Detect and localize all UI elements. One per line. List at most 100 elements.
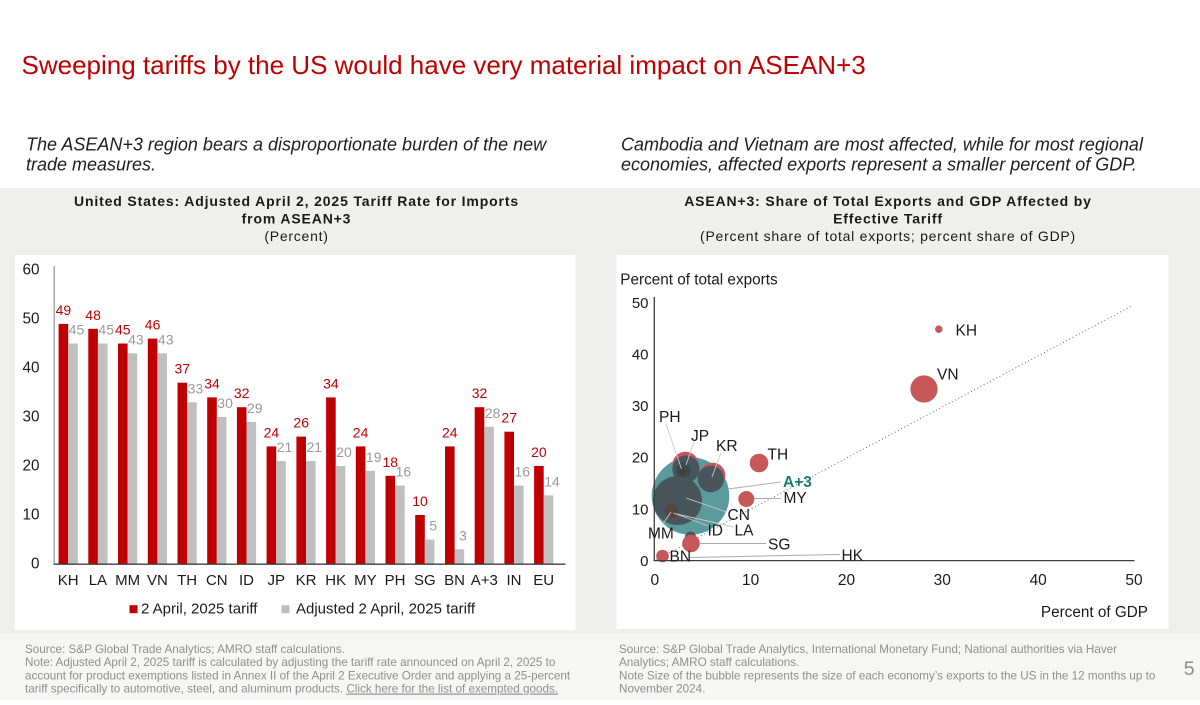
svg-text:from ASEAN+3: from ASEAN+3: [242, 211, 352, 227]
svg-text:(Percent): (Percent): [264, 228, 328, 244]
svg-text:3: 3: [459, 527, 467, 543]
svg-text:30: 30: [217, 395, 233, 411]
svg-text:IN: IN: [507, 572, 522, 589]
svg-text:50: 50: [1125, 572, 1143, 589]
svg-text:KR: KR: [716, 438, 738, 455]
svg-text:Effective Tariff: Effective Tariff: [833, 211, 943, 227]
svg-text:46: 46: [145, 317, 161, 333]
svg-text:10: 10: [632, 501, 649, 518]
svg-text:14: 14: [544, 473, 560, 489]
svg-text:40: 40: [632, 347, 649, 364]
svg-text:30: 30: [934, 572, 952, 589]
svg-text:24: 24: [264, 424, 280, 440]
svg-text:21: 21: [277, 439, 293, 455]
svg-text:45: 45: [98, 322, 114, 338]
svg-text:0: 0: [31, 556, 40, 573]
svg-text:TH: TH: [768, 447, 789, 464]
svg-text:Percent of total exports: Percent of total exports: [620, 272, 778, 289]
svg-text:Source: S&P Global Trade Analy: Source: S&P Global Trade Analytics; AMRO…: [25, 643, 345, 656]
svg-text:JP: JP: [267, 572, 285, 589]
svg-text:HK: HK: [325, 572, 346, 589]
svg-text:MM: MM: [648, 526, 674, 543]
svg-text:28: 28: [485, 405, 501, 421]
svg-text:43: 43: [128, 331, 144, 347]
svg-text:trade measures.: trade measures.: [26, 155, 156, 175]
svg-text:Percent of GDP: Percent of GDP: [1041, 604, 1148, 621]
svg-text:account for product exemptions: account for product exemptions listed in…: [25, 669, 571, 682]
svg-text:PH: PH: [659, 409, 681, 426]
svg-text:16: 16: [515, 464, 531, 480]
svg-text:10: 10: [22, 507, 39, 524]
svg-text:Note: Adjusted April 2, 2025 t: Note: Adjusted April 2, 2025 tariff is c…: [25, 656, 556, 669]
svg-text:20: 20: [531, 444, 547, 460]
svg-text:27: 27: [501, 410, 517, 426]
svg-text:50: 50: [22, 311, 39, 328]
svg-text:34: 34: [204, 375, 220, 391]
svg-text:Source: S&P Global Trade Analy: Source: S&P Global Trade Analytics, Inte…: [619, 643, 1117, 656]
svg-text:5: 5: [429, 518, 437, 534]
svg-text:Note Size of the bubble repres: Note Size of the bubble represents the s…: [619, 669, 1156, 682]
svg-text:29: 29: [247, 400, 263, 416]
svg-text:43: 43: [158, 331, 174, 347]
svg-text:16: 16: [396, 464, 412, 480]
svg-text:tariff specifically to automot: tariff specifically to automotive, steel…: [25, 683, 558, 696]
svg-text:LA: LA: [89, 572, 107, 589]
svg-text:10: 10: [412, 493, 428, 509]
svg-text:33: 33: [188, 380, 204, 396]
svg-text:SG: SG: [414, 572, 436, 589]
svg-text:BN: BN: [670, 549, 692, 566]
svg-text:19: 19: [366, 449, 382, 465]
svg-text:10: 10: [742, 572, 760, 589]
svg-text:2 April, 2025 tariff: 2 April, 2025 tariff: [141, 601, 258, 618]
svg-text:ID: ID: [708, 523, 724, 540]
svg-text:20: 20: [336, 444, 352, 460]
svg-text:Analytics; AMRO staff calculat: Analytics; AMRO staff calculations.: [619, 656, 799, 669]
svg-text:MM: MM: [115, 572, 140, 589]
svg-text:VN: VN: [147, 572, 168, 589]
svg-text:(Percent share of total export: (Percent share of total exports; percent…: [700, 228, 1076, 244]
svg-text:24: 24: [353, 424, 369, 440]
svg-text:20: 20: [632, 450, 649, 467]
svg-text:ID: ID: [239, 572, 254, 589]
svg-text:Adjusted 2 April, 2025 tariff: Adjusted 2 April, 2025 tariff: [296, 601, 476, 618]
svg-text:21: 21: [307, 439, 323, 455]
svg-text:24: 24: [442, 424, 458, 440]
svg-text:0: 0: [650, 572, 659, 589]
svg-text:Sweeping tariffs by the US wou: Sweeping tariffs by the US would have ve…: [22, 50, 866, 80]
svg-text:Cambodia and Vietnam are most: Cambodia and Vietnam are most affected, …: [621, 135, 1144, 155]
svg-text:32: 32: [234, 385, 250, 401]
svg-text:40: 40: [22, 360, 39, 377]
svg-text:PH: PH: [385, 572, 406, 589]
svg-text:KR: KR: [296, 572, 317, 589]
svg-text:48: 48: [85, 307, 101, 323]
svg-text:30: 30: [22, 409, 39, 426]
svg-text:32: 32: [472, 385, 488, 401]
svg-text:49: 49: [56, 302, 72, 318]
svg-text:26: 26: [293, 415, 309, 431]
svg-text:HK: HK: [842, 548, 864, 565]
svg-text:20: 20: [22, 458, 39, 475]
svg-text:ASEAN+3: Share of Total Export: ASEAN+3: Share of Total Exports and GDP …: [684, 193, 1092, 209]
svg-text:0: 0: [640, 553, 648, 570]
svg-text:economies, affected exports re: economies, affected exports represent a …: [621, 155, 1137, 175]
svg-text:20: 20: [838, 572, 856, 589]
svg-text:KH: KH: [58, 572, 79, 589]
svg-text:BN: BN: [444, 572, 465, 589]
svg-text:TH: TH: [177, 572, 197, 589]
svg-text:SG: SG: [768, 537, 790, 554]
svg-text:18: 18: [383, 454, 399, 470]
svg-text:MY: MY: [354, 572, 377, 589]
svg-text:A+3: A+3: [471, 572, 498, 589]
svg-text:MY: MY: [784, 490, 807, 507]
svg-text:EU: EU: [533, 572, 554, 589]
svg-text:VN: VN: [937, 367, 959, 384]
svg-text:50: 50: [632, 295, 649, 312]
svg-text:45: 45: [69, 322, 85, 338]
svg-text:45: 45: [115, 322, 131, 338]
svg-text:November 2024.: November 2024.: [619, 683, 705, 696]
svg-text:34: 34: [323, 375, 339, 391]
svg-text:37: 37: [175, 361, 191, 377]
svg-text:30: 30: [632, 398, 649, 415]
svg-text:60: 60: [22, 262, 39, 279]
svg-text:CN: CN: [206, 572, 228, 589]
